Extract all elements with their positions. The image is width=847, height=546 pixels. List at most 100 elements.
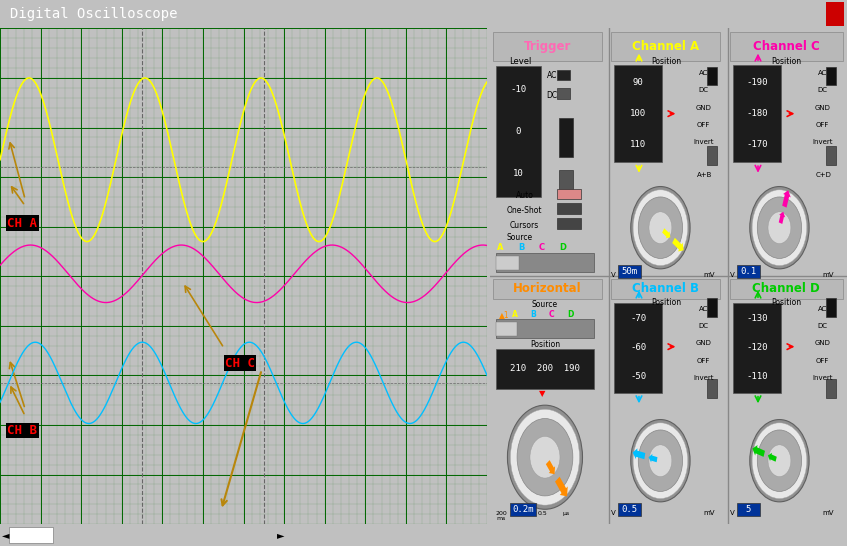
FancyBboxPatch shape (617, 503, 641, 516)
Text: 5: 5 (745, 505, 750, 514)
Text: 200: 200 (496, 511, 507, 516)
Circle shape (633, 190, 688, 265)
Text: 0.2m: 0.2m (512, 505, 534, 514)
Text: V: V (729, 272, 734, 278)
Text: ◄: ◄ (3, 530, 10, 540)
Text: Digital Oscilloscope: Digital Oscilloscope (10, 7, 178, 21)
FancyArrow shape (545, 460, 555, 474)
FancyBboxPatch shape (611, 279, 720, 299)
Text: DC: DC (817, 323, 828, 329)
Text: 0.1: 0.1 (740, 267, 756, 276)
FancyBboxPatch shape (826, 2, 844, 26)
Text: Position: Position (651, 298, 682, 307)
FancyArrow shape (555, 477, 567, 496)
Text: GND: GND (815, 340, 831, 346)
Text: GND: GND (695, 340, 711, 346)
Circle shape (768, 212, 791, 244)
FancyBboxPatch shape (733, 64, 781, 162)
FancyArrow shape (782, 190, 791, 207)
Text: Horizontal: Horizontal (513, 282, 582, 295)
FancyBboxPatch shape (826, 67, 835, 85)
FancyBboxPatch shape (8, 527, 53, 543)
Text: mV: mV (704, 272, 715, 278)
Text: DC: DC (817, 87, 828, 93)
Text: CH A: CH A (8, 217, 37, 230)
Text: Position: Position (771, 57, 801, 66)
Text: Position: Position (771, 298, 801, 307)
Circle shape (507, 405, 583, 509)
FancyBboxPatch shape (737, 503, 760, 516)
Circle shape (750, 419, 809, 502)
FancyArrow shape (673, 238, 684, 252)
FancyBboxPatch shape (730, 279, 843, 299)
Circle shape (639, 430, 683, 491)
FancyBboxPatch shape (826, 298, 835, 317)
FancyBboxPatch shape (617, 265, 641, 278)
Text: V: V (729, 511, 734, 517)
Text: 0.5: 0.5 (621, 505, 637, 514)
FancyBboxPatch shape (826, 146, 835, 165)
Text: C+D: C+D (816, 171, 832, 177)
Text: -120: -120 (746, 343, 768, 352)
Circle shape (750, 187, 809, 269)
FancyBboxPatch shape (737, 265, 760, 278)
Text: 90: 90 (633, 78, 644, 87)
FancyBboxPatch shape (496, 319, 595, 338)
Text: -190: -190 (746, 78, 768, 87)
FancyBboxPatch shape (707, 379, 717, 397)
Text: Trigger: Trigger (524, 40, 572, 53)
Circle shape (639, 197, 683, 258)
Text: mV: mV (822, 511, 834, 517)
FancyBboxPatch shape (730, 32, 843, 61)
FancyBboxPatch shape (496, 322, 517, 336)
Text: CH B: CH B (8, 424, 37, 437)
Text: Position: Position (651, 57, 682, 66)
Text: Invert: Invert (812, 139, 833, 145)
Text: -50: -50 (630, 372, 646, 381)
Circle shape (517, 419, 573, 496)
Text: B: B (530, 310, 536, 319)
Text: 0: 0 (516, 127, 521, 136)
Text: AC: AC (699, 306, 708, 312)
Circle shape (752, 423, 806, 498)
FancyBboxPatch shape (493, 279, 602, 299)
FancyArrow shape (649, 454, 657, 462)
Text: C: C (549, 310, 555, 319)
Text: 100: 100 (630, 109, 646, 118)
FancyBboxPatch shape (556, 88, 570, 99)
Text: X: X (832, 9, 839, 19)
Circle shape (649, 212, 672, 244)
Text: DC: DC (698, 323, 708, 329)
FancyBboxPatch shape (496, 349, 595, 389)
Circle shape (752, 190, 806, 265)
Text: 50m: 50m (621, 267, 637, 276)
FancyBboxPatch shape (707, 146, 717, 165)
Text: mV: mV (704, 511, 715, 517)
Text: AC: AC (818, 306, 828, 312)
FancyArrow shape (633, 448, 645, 459)
Text: Channel A: Channel A (632, 40, 699, 53)
Text: OFF: OFF (816, 358, 829, 364)
Text: AC: AC (699, 70, 708, 76)
Text: Invert: Invert (693, 375, 713, 381)
Text: DC: DC (698, 87, 708, 93)
Text: ►: ► (277, 530, 284, 540)
Text: Invert: Invert (693, 139, 713, 145)
Text: One-Shot: One-Shot (507, 206, 542, 215)
Text: Source: Source (532, 300, 558, 309)
Text: V: V (611, 511, 615, 517)
Text: -180: -180 (746, 109, 768, 118)
Text: CH C: CH C (225, 357, 255, 370)
Text: -70: -70 (630, 314, 646, 323)
FancyBboxPatch shape (559, 170, 573, 197)
Circle shape (633, 423, 688, 498)
FancyBboxPatch shape (556, 69, 570, 80)
Text: Auto: Auto (516, 191, 534, 200)
Text: Channel D: Channel D (752, 282, 820, 295)
FancyArrow shape (662, 228, 670, 238)
Text: -60: -60 (630, 343, 646, 352)
Text: 0.5: 0.5 (538, 511, 547, 516)
Text: Channel C: Channel C (753, 40, 820, 53)
Circle shape (530, 436, 560, 478)
Text: 10: 10 (513, 169, 523, 178)
